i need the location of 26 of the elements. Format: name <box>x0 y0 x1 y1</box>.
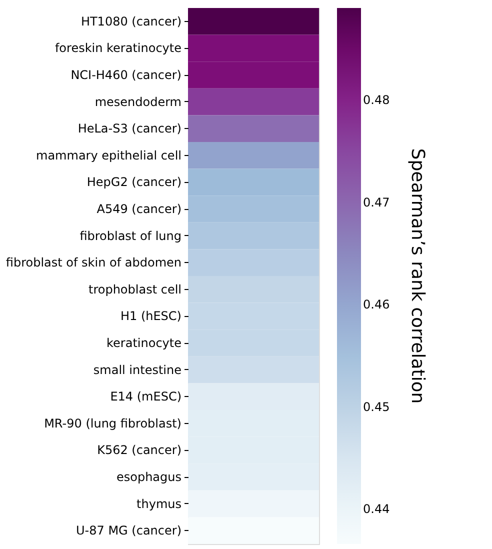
y-tick-label: trophoblast cell <box>88 282 182 296</box>
color-bar-title: Spearman’s rank correlation <box>407 148 428 404</box>
y-tick-label: MR-90 (lung fibroblast) <box>44 416 182 430</box>
y-tick-label: NCI-H460 (cancer) <box>70 68 182 82</box>
y-tick-label: mammary epithelial cell <box>36 148 182 162</box>
y-tick-label: HT1080 (cancer) <box>80 14 182 28</box>
y-tick-label: foreskin keratinocyte <box>54 41 182 56</box>
y-tick-label: HepG2 (cancer) <box>86 175 182 190</box>
color-bar-label: 0.48 <box>363 93 390 108</box>
y-tick-label: thymus <box>136 496 182 511</box>
y-tick-label: small intestine <box>93 362 182 377</box>
color-bar-label: 0.47 <box>363 195 390 210</box>
y-tick-label: mesendoderm <box>94 94 182 109</box>
color-bar-label: 0.44 <box>363 502 390 516</box>
y-tick-label: A549 (cancer) <box>96 202 182 216</box>
y-tick-label: fibroblast of skin of abdomen <box>6 256 182 270</box>
y-tick-label: H1 (hESC) <box>120 309 182 324</box>
y-tick-label: K562 (cancer) <box>97 443 182 458</box>
y-tick-label: keratinocyte <box>106 336 182 350</box>
color-bar-label: 0.46 <box>363 298 390 312</box>
y-tick-label: U-87 MG (cancer) <box>76 524 182 538</box>
y-tick-label: E14 (mESC) <box>110 390 182 404</box>
color-bar-label: 0.45 <box>363 400 390 414</box>
y-tick-label: HeLa-S3 (cancer) <box>78 122 182 136</box>
y-tick-label: fibroblast of lung <box>80 228 182 243</box>
y-tick-label: esophagus <box>116 470 182 484</box>
